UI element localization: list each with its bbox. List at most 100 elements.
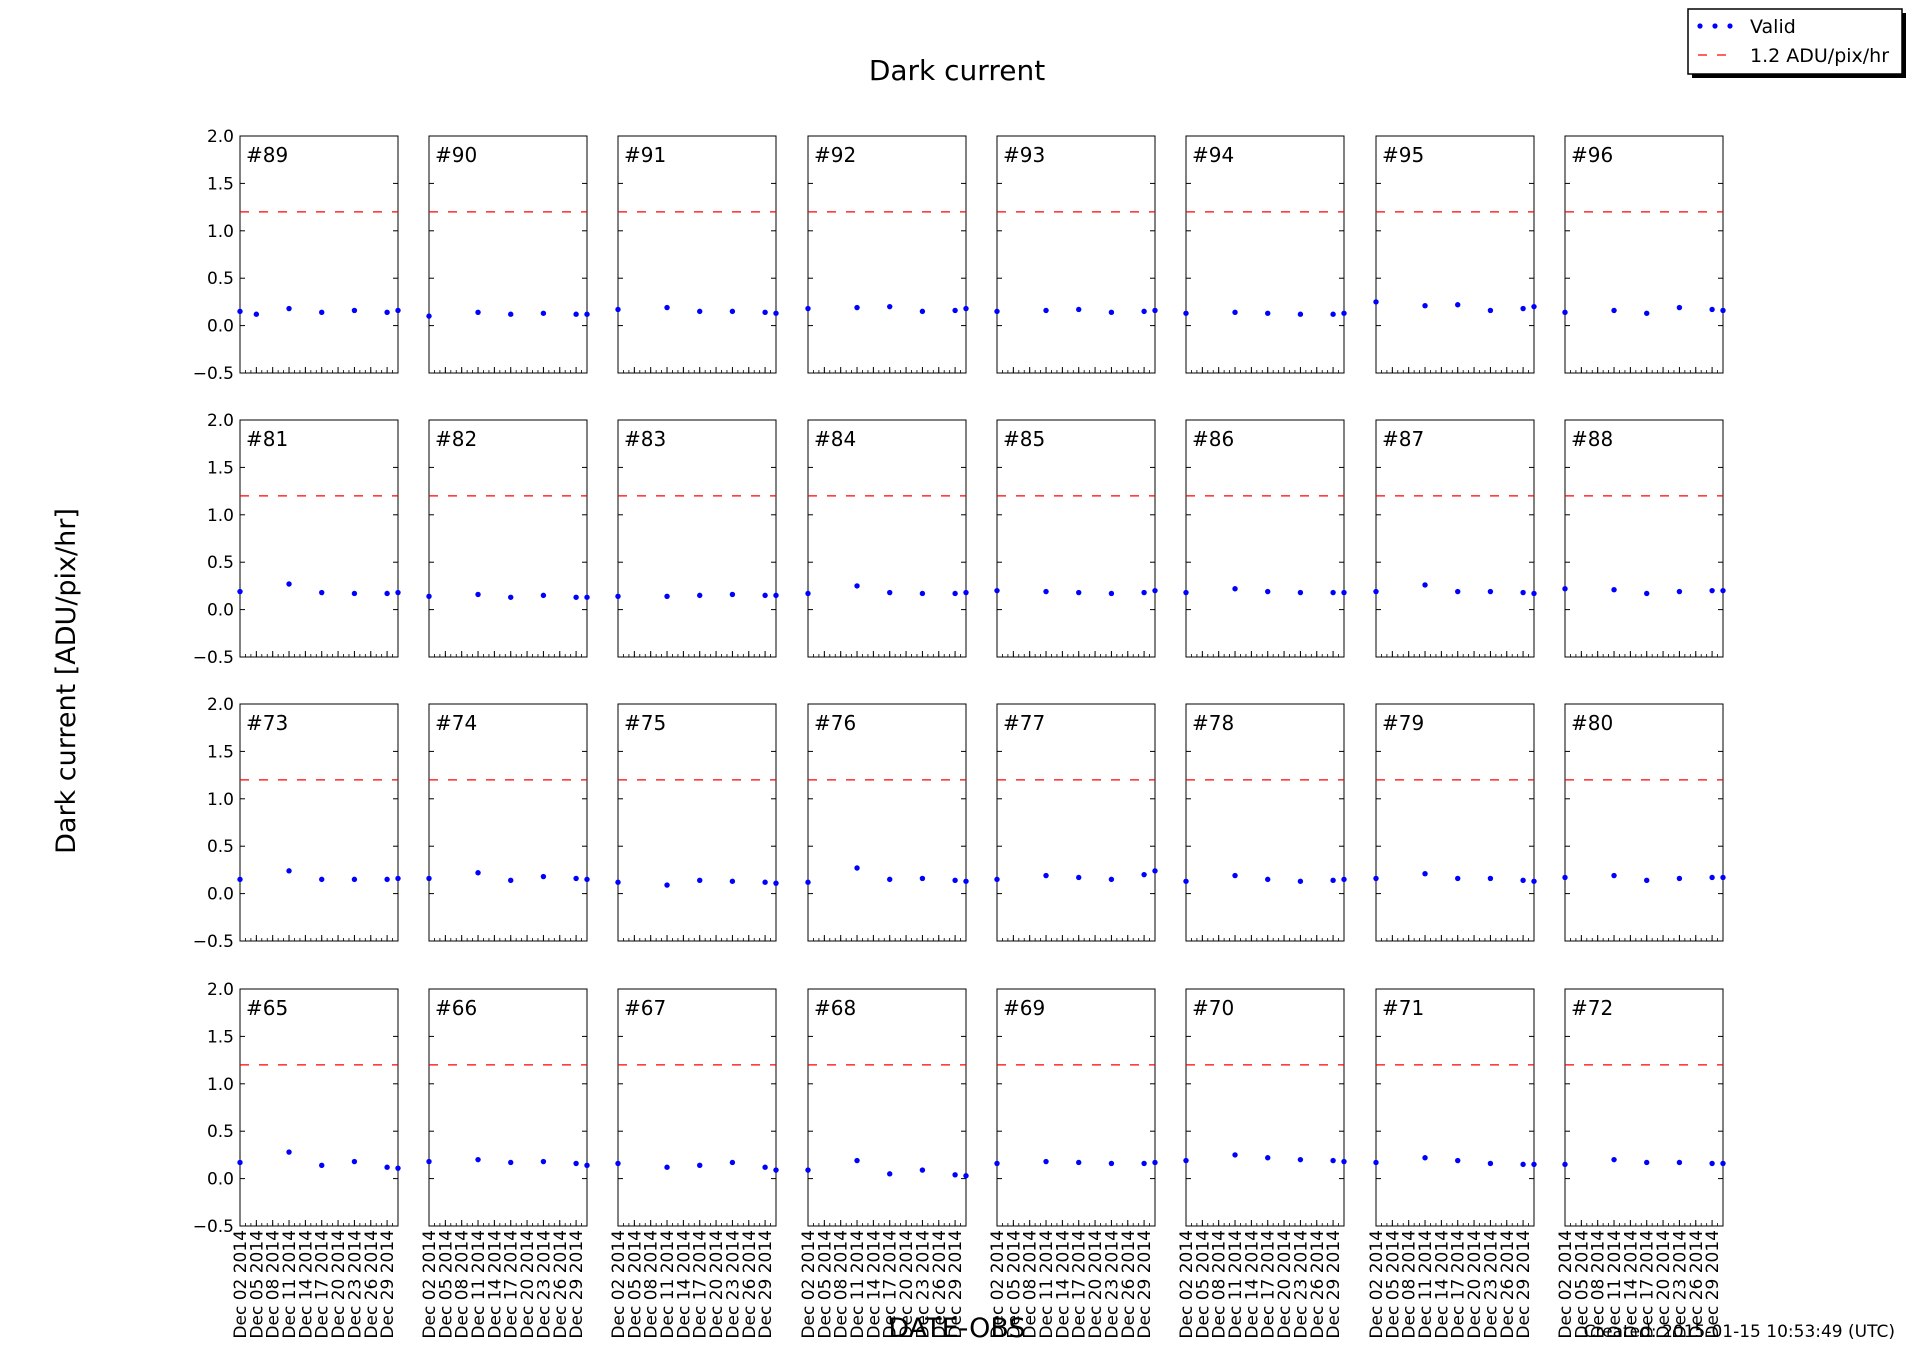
data-point xyxy=(1232,309,1238,316)
panel-label: #84 xyxy=(814,427,856,451)
x-tick-label: Dec 08 2014 xyxy=(264,1230,284,1339)
y-tick-label: 2.0 xyxy=(207,695,234,715)
data-point xyxy=(1043,872,1049,879)
x-tick-label: Dec 14 2014 xyxy=(1621,1230,1641,1339)
data-point xyxy=(697,308,703,315)
data-point xyxy=(697,877,703,884)
x-tick-label: Dec 08 2014 xyxy=(1021,1230,1041,1339)
panel-label: #71 xyxy=(1382,996,1424,1020)
data-point xyxy=(1455,588,1461,595)
panel-95: #95 xyxy=(1373,135,1537,374)
data-point xyxy=(1330,1157,1336,1164)
data-point xyxy=(1531,878,1537,884)
y-tick-label: −0.5 xyxy=(193,364,234,384)
panel-86: #86 xyxy=(1183,419,1347,658)
data-point xyxy=(1108,876,1115,883)
legend-box xyxy=(1687,8,1903,75)
data-point xyxy=(1297,311,1304,317)
legend-label-threshold: 1.2 ADU/pix/hr xyxy=(1750,45,1889,67)
panel-83: #83 xyxy=(615,419,779,658)
panel-label: #66 xyxy=(435,996,477,1020)
data-point xyxy=(773,310,779,316)
panel-frame xyxy=(428,703,588,942)
data-point xyxy=(963,1173,969,1179)
x-tick-label: Dec 05 2014 xyxy=(247,1230,267,1339)
data-point xyxy=(1297,589,1304,596)
data-point xyxy=(1520,305,1526,312)
x-tick-label: Dec 17 2014 xyxy=(502,1230,522,1339)
legend-marker-valid xyxy=(1712,23,1718,29)
panel-frame xyxy=(1185,703,1345,942)
y-axis-label: Dark current [ADU/pix/hr] xyxy=(51,508,82,854)
panel-80: #80 xyxy=(1562,703,1726,942)
data-point xyxy=(762,1164,768,1170)
data-point xyxy=(1341,589,1347,596)
x-tick-label: Dec 02 2014 xyxy=(420,1230,440,1339)
panel-label: #77 xyxy=(1003,711,1045,735)
x-tick-label: Dec 29 2014 xyxy=(1135,1230,1155,1339)
x-tick-label: Dec 08 2014 xyxy=(453,1230,473,1339)
x-tick-label: Dec 11 2014 xyxy=(1037,1230,1057,1339)
panel-frame xyxy=(617,419,777,658)
panel-frame xyxy=(428,135,588,374)
x-tick-label: Dec 17 2014 xyxy=(1259,1230,1279,1339)
data-point xyxy=(773,880,779,886)
x-tick-label: Dec 02 2014 xyxy=(799,1230,819,1339)
data-point xyxy=(1152,868,1158,874)
x-tick-label: Dec 26 2014 xyxy=(1498,1230,1518,1339)
x-tick-label: Dec 11 2014 xyxy=(658,1230,678,1339)
data-point xyxy=(1422,870,1428,877)
data-point xyxy=(1720,587,1726,594)
data-point xyxy=(475,309,481,316)
data-point xyxy=(1644,1159,1650,1166)
panel-frame xyxy=(1375,135,1535,374)
data-point xyxy=(1341,310,1347,316)
data-point xyxy=(384,1164,390,1170)
data-point xyxy=(805,590,811,597)
data-point xyxy=(664,593,670,600)
data-point xyxy=(1709,587,1715,594)
panel-frame xyxy=(1564,703,1724,942)
x-tick-label: Dec 02 2014 xyxy=(609,1230,629,1339)
x-tick-label: Dec 05 2014 xyxy=(1004,1230,1024,1339)
data-point xyxy=(854,865,860,871)
x-tick-label: Dec 26 2014 xyxy=(362,1230,382,1339)
x-tick-label: Dec 02 2014 xyxy=(1556,1230,1576,1339)
data-point xyxy=(1487,1160,1494,1167)
data-point xyxy=(919,1167,926,1173)
x-tick-label: Dec 29 2014 xyxy=(1514,1230,1534,1339)
x-tick-label: Dec 17 2014 xyxy=(691,1230,711,1339)
data-point xyxy=(963,305,969,312)
x-tick-label: Dec 14 2014 xyxy=(1242,1230,1262,1339)
data-point xyxy=(963,589,969,596)
x-tick-label: Dec 05 2014 xyxy=(1383,1230,1403,1339)
data-point xyxy=(887,589,893,596)
data-point xyxy=(1152,1159,1158,1166)
x-tick-label: Dec 05 2014 xyxy=(436,1230,456,1339)
data-point xyxy=(1265,588,1271,595)
data-point xyxy=(540,310,547,316)
data-point xyxy=(952,1172,958,1178)
y-tick-label: 2.0 xyxy=(207,411,234,431)
data-point xyxy=(1422,1155,1428,1161)
panel-frame xyxy=(239,419,399,658)
data-point xyxy=(395,307,401,314)
panel-90: #90 xyxy=(426,135,590,374)
data-point xyxy=(1531,590,1537,597)
x-tick-label: Dec 23 2014 xyxy=(913,1230,933,1339)
panel-77: #77 xyxy=(994,703,1158,942)
panel-73: −0.5 0.0 0.5 1.0 1.5 2.0 #73 xyxy=(193,695,401,952)
x-tick-label: Dec 29 2014 xyxy=(756,1230,776,1339)
data-point xyxy=(426,1158,432,1165)
data-point xyxy=(1562,309,1568,316)
panel-label: #96 xyxy=(1571,143,1613,167)
panel-label: #74 xyxy=(435,711,477,735)
data-point xyxy=(762,879,768,885)
data-point xyxy=(237,1159,243,1166)
x-tick-label: Dec 23 2014 xyxy=(345,1230,365,1339)
panel-label: #67 xyxy=(624,996,666,1020)
